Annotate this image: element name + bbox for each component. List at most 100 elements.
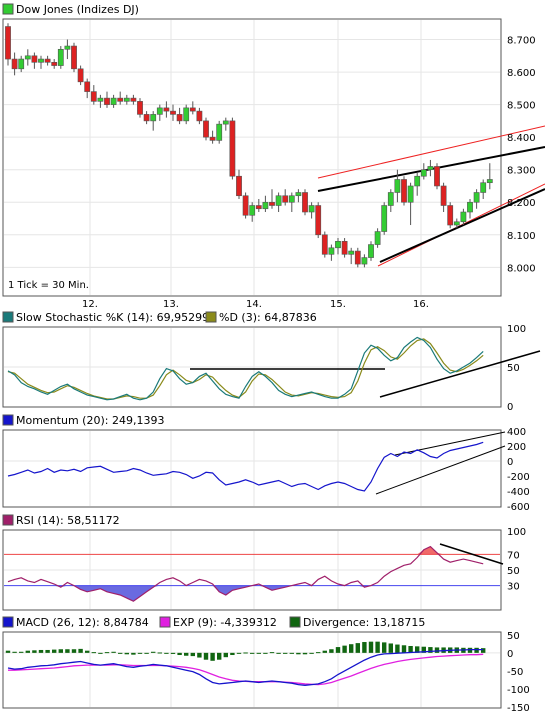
candles — [5, 23, 493, 268]
divergence-bar — [388, 643, 393, 653]
divergence-bar — [131, 652, 136, 655]
divergence-bar — [382, 642, 387, 653]
macd-y-tick: 50 — [507, 631, 520, 642]
divergence-bar — [12, 651, 17, 653]
candle-body — [387, 192, 394, 206]
divergence-bar — [197, 652, 202, 658]
divergence-bar — [177, 652, 182, 656]
divergence-bar — [408, 645, 413, 653]
x-tick-label: 12. — [82, 299, 98, 310]
candle-body — [348, 250, 355, 255]
candle-body — [170, 110, 176, 115]
stoch-d-legend: %D (3): 64,87836 — [219, 311, 317, 324]
divergence-bar — [25, 650, 30, 653]
momentum-trendline-lower — [375, 445, 506, 495]
candle-body — [143, 114, 150, 122]
candle-body — [110, 97, 117, 105]
price-y-tick: 8.400 — [507, 133, 536, 144]
candle-body — [57, 48, 64, 66]
stoch-y-ticks: 0 50 100 — [507, 324, 526, 413]
candle-body — [249, 205, 256, 216]
exp-legend: EXP (9): -4,339312 — [173, 616, 277, 629]
stoch-d-line — [7, 338, 484, 400]
momentum-y-tick: -600 — [507, 502, 530, 513]
candle-body — [328, 247, 335, 255]
candle-body — [262, 201, 269, 210]
stoch-trendline — [379, 350, 541, 398]
x-tick-label: 15. — [330, 299, 346, 310]
candle-body — [473, 192, 480, 203]
candle-body — [104, 97, 110, 105]
candle-body — [275, 195, 282, 206]
candle-body — [269, 201, 275, 206]
candle-body — [447, 205, 454, 226]
divergence-bar — [52, 649, 57, 653]
candle-body — [401, 179, 407, 203]
divergence-bar — [104, 652, 110, 654]
momentum-y-tick: 0 — [507, 457, 513, 468]
stoch-series — [7, 336, 484, 401]
candle-body — [5, 26, 11, 60]
candle-body — [414, 175, 421, 187]
rsi-y-tick: 50 — [507, 566, 520, 577]
x-ticks: 12. 13. 14. 15. 16. — [82, 299, 429, 310]
candle-body — [467, 201, 473, 213]
price-y-tick: 8.600 — [507, 68, 536, 79]
divergence-bar — [335, 647, 341, 653]
divergence-bar — [474, 647, 479, 653]
rsi-series — [4, 545, 500, 602]
divergence-bar — [428, 647, 433, 653]
candle-body — [117, 97, 124, 102]
candle-body — [453, 221, 460, 226]
candle-body — [183, 107, 190, 122]
candle-body — [64, 45, 71, 50]
divergence-bar — [203, 652, 209, 660]
macd-y-tick: -100 — [507, 685, 530, 696]
candle-body — [308, 205, 315, 213]
divergence-bar — [19, 651, 24, 653]
macd-y-ticks: -150 -100 -50 0 50 — [507, 631, 530, 714]
price-panel — [2, 18, 502, 297]
divergence-bar — [230, 652, 235, 656]
price-y-tick: 8.300 — [507, 166, 536, 177]
momentum-y-tick: -400 — [507, 487, 530, 498]
candle-body — [354, 250, 361, 265]
candle-body — [361, 257, 368, 265]
candle-body — [156, 107, 163, 115]
rsi-swatch — [2, 514, 14, 526]
divergence-bar — [415, 646, 420, 653]
candle-body — [203, 120, 209, 138]
candle-body — [255, 205, 262, 210]
channel-upper-line — [317, 125, 545, 179]
divergence-bar — [58, 649, 63, 653]
rsi-legend: RSI (14): 58,51172 — [16, 514, 120, 527]
x-tick-label: 13. — [163, 299, 179, 310]
candle-body — [71, 45, 77, 70]
divergence-bar — [421, 646, 426, 653]
stoch-grid — [4, 328, 500, 406]
price-y-tick: 8.100 — [507, 231, 536, 242]
divergence-bar — [5, 650, 11, 653]
divergence-bar — [243, 652, 248, 654]
divergence-bar — [401, 645, 407, 653]
divergence-bar — [395, 644, 400, 653]
divergence-bar — [322, 650, 327, 653]
divergence-bar — [362, 642, 367, 653]
divergence-swatch — [289, 616, 301, 628]
divergence-bar — [349, 644, 354, 653]
candle-body — [460, 211, 467, 223]
candle-body — [374, 231, 381, 245]
divergence-bar — [269, 652, 275, 654]
divergence-bar — [45, 649, 50, 653]
divergence-bar — [316, 652, 321, 654]
stoch-d-swatch — [205, 311, 217, 323]
macd-legend: MACD (26, 12): 8,84784 — [16, 616, 149, 629]
candle-body — [407, 185, 414, 203]
macd-series — [5, 641, 486, 686]
tick-note: 1 Tick = 30 Min. — [8, 280, 89, 291]
candle-body — [480, 182, 487, 193]
rsi-oversold-fill — [8, 585, 484, 602]
momentum-series — [7, 441, 484, 492]
divergence-bar — [151, 651, 156, 653]
price-grid — [4, 20, 500, 295]
